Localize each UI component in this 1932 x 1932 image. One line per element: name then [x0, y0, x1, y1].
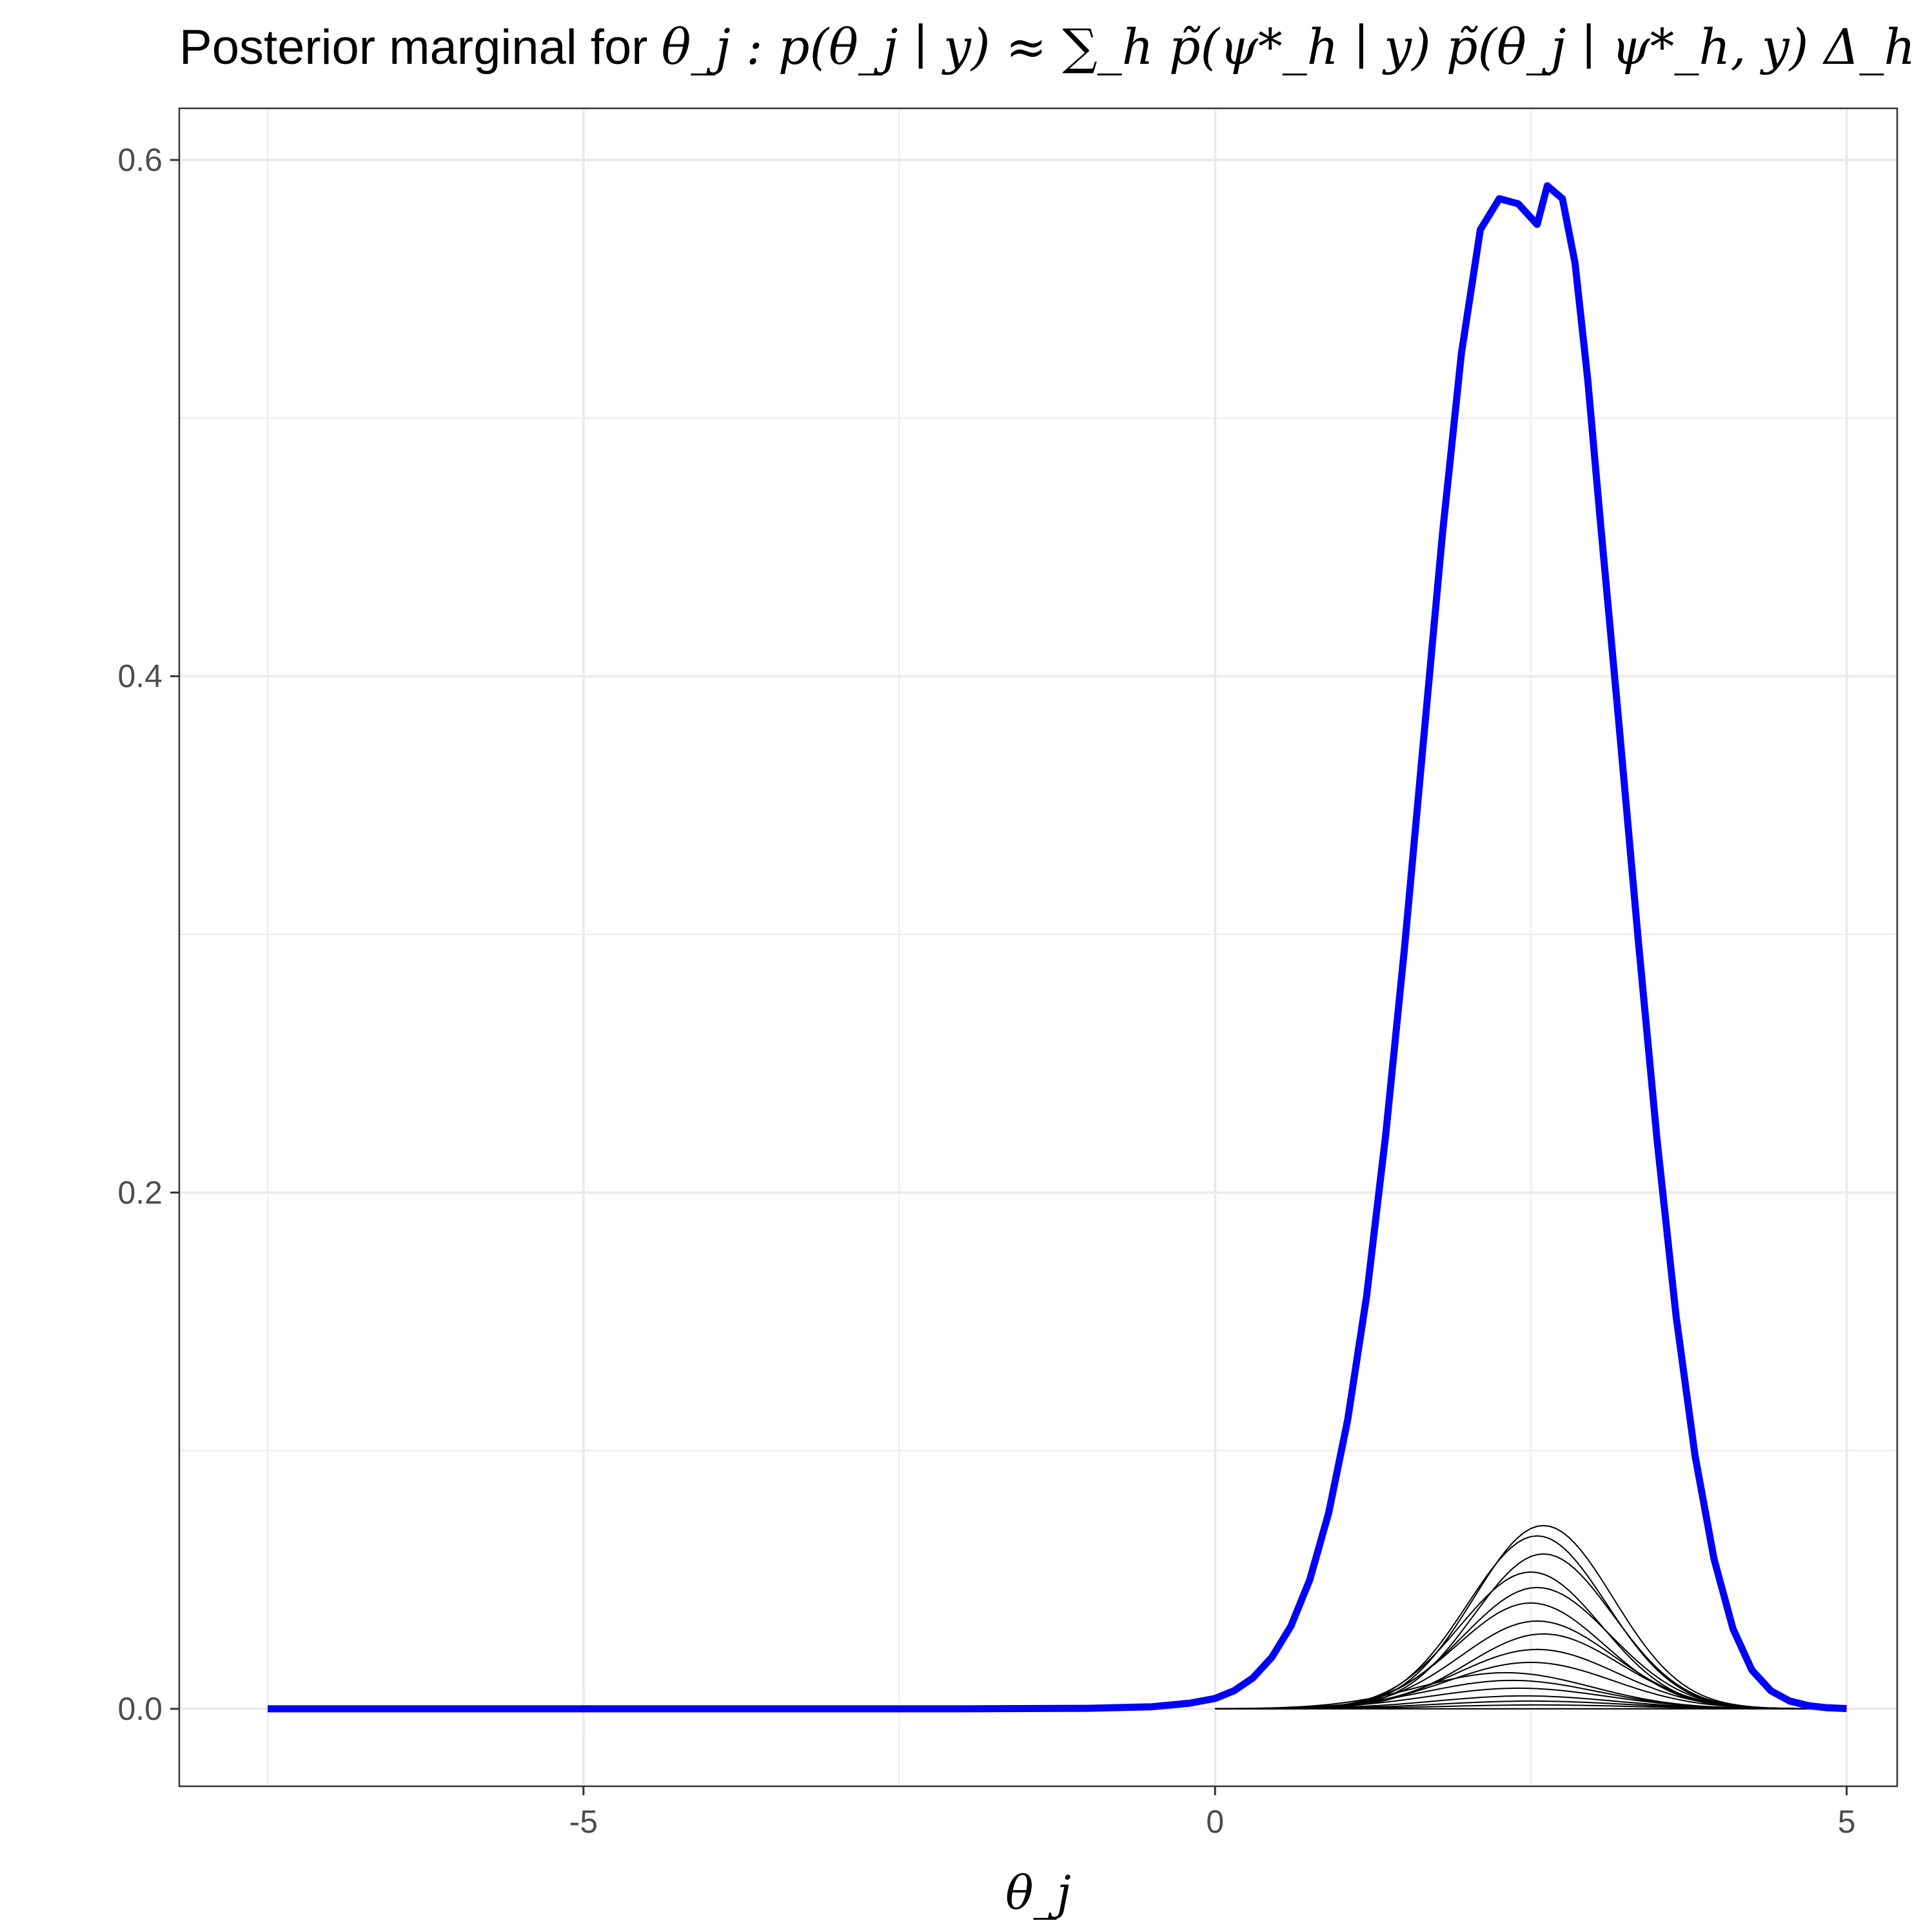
y-tick-label: 0.4 — [117, 658, 163, 695]
chart-title: Posterior marginal for θ_j : p(θ_j ∣ y) … — [179, 18, 1915, 75]
chart-title-formula: θ_j : p(θ_j ∣ y) ≈ ∑_h p̃(ψ*_h ∣ y) p̃(θ… — [661, 18, 1916, 75]
y-tick-label: 0.6 — [117, 142, 163, 178]
component-density-line — [1215, 1524, 1847, 1710]
panel-border — [178, 107, 1898, 1788]
y-tick-label: 0.0 — [117, 1691, 163, 1727]
component-curves — [1215, 1524, 1847, 1710]
marginal-density-line — [268, 182, 1847, 1713]
marginal-curve — [268, 182, 1847, 1713]
grid-layer — [179, 108, 1897, 1786]
x-axis-title: θ_j — [1005, 1866, 1071, 1920]
component-density-line — [1215, 1671, 1847, 1710]
axes: -5 0 5 0.0 0.2 0.4 0.6 θ_j — [117, 142, 1855, 1920]
y-tick-label: 0.2 — [117, 1174, 163, 1210]
x-tick-label: 0 — [1206, 1804, 1224, 1840]
chart-title-prefix: Posterior marginal for — [179, 20, 662, 75]
x-tick-label: 5 — [1838, 1804, 1856, 1840]
x-tick-label: -5 — [569, 1804, 598, 1840]
